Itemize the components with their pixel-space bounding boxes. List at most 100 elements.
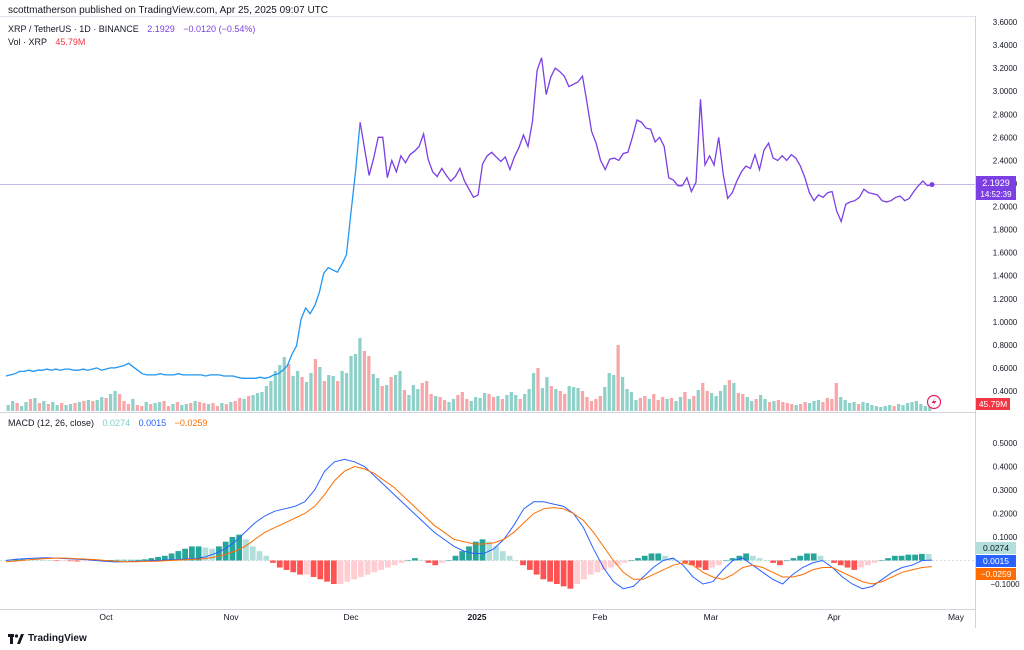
symbol-title: XRP / TetherUS · 1D · BINANCE <box>8 24 139 34</box>
macd-hist-bar <box>114 559 121 561</box>
volume-bar <box>100 397 104 411</box>
volume-bar <box>389 377 393 411</box>
macd-hist-bar <box>878 560 885 562</box>
volume-bar <box>896 404 901 411</box>
macd-hist-bar <box>385 560 391 568</box>
volume-bars <box>6 338 932 411</box>
macd-hist-bar <box>155 556 161 561</box>
macd-hist-bar <box>479 539 486 561</box>
volume-bar <box>812 401 816 411</box>
volume-bar <box>687 399 691 411</box>
macd-hist-bar <box>567 560 574 589</box>
macd-hist-bar <box>330 560 337 584</box>
macd-hist-bar <box>628 560 635 562</box>
macd-hist-bar <box>581 560 587 580</box>
macd-hist-bar <box>695 560 702 568</box>
volume-bar <box>60 403 64 411</box>
volume-bar <box>465 399 469 411</box>
volume-bar <box>73 403 77 411</box>
volume-bar <box>478 398 482 411</box>
volume-bar <box>104 398 108 411</box>
volume-bar <box>799 404 803 411</box>
volume-bar <box>638 398 643 411</box>
price-tick-label: 3.6000 <box>993 18 1018 27</box>
volume-bar <box>718 391 723 411</box>
macd-hist-bar <box>810 553 817 561</box>
volume-bar <box>763 399 767 411</box>
macd-hist-bar <box>871 560 878 563</box>
volume-bar <box>202 403 206 411</box>
volume-bar <box>678 397 683 411</box>
volume-bar <box>220 403 224 411</box>
flash-icon[interactable] <box>926 394 942 410</box>
volume-bar <box>206 404 211 411</box>
volume-bar <box>612 375 616 411</box>
volume-bar <box>883 406 887 411</box>
macd-hist-bar <box>668 558 675 561</box>
volume-bar <box>224 404 228 411</box>
price-axis[interactable]: 3.6000 3.4000 3.2000 3.0000 2.8000 2.6000 2.40… <box>993 18 1018 396</box>
volume-bar <box>669 398 674 411</box>
macd-hist-bar <box>236 534 243 561</box>
macd-hist-bar <box>175 551 182 561</box>
volume-bar <box>233 401 237 411</box>
macd-hist-bar <box>398 560 405 563</box>
volume-bar <box>344 373 349 411</box>
tradingview-brand[interactable]: TradingView <box>8 633 87 644</box>
time-axis[interactable]: Oct Nov Dec 2025 Feb Mar Apr May <box>99 612 964 622</box>
macd-axis[interactable]: 0.5000 0.4000 0.3000 0.2000 0.1000 −0.1000 <box>990 439 1020 589</box>
macd-hist-bar <box>689 560 695 566</box>
time-tick-label: Nov <box>223 612 239 622</box>
macd-badge-hist: 0.0274 <box>983 543 1009 553</box>
volume-bar <box>656 400 660 411</box>
macd-hist-bar <box>459 551 466 561</box>
volume-legend[interactable]: Vol · XRP 45.79M <box>8 37 85 47</box>
volume-bar <box>523 394 527 411</box>
volume-bar <box>643 396 647 411</box>
price-tick-label: 0.4000 <box>993 387 1018 396</box>
macd-hist-bar <box>783 560 790 562</box>
time-tick-label: 2025 <box>468 612 487 622</box>
volume-bar <box>238 398 242 411</box>
price-tick-label: 1.0000 <box>993 318 1018 327</box>
price-badge: 2.1929 14:52:39 <box>976 176 1016 200</box>
macd-tick-label: 0.1000 <box>993 533 1018 542</box>
volume-bar <box>469 401 473 411</box>
macd-legend[interactable]: MACD (12, 26, close) 0.0274 0.0015 −0.02… <box>8 418 207 428</box>
volume-bar <box>741 394 745 411</box>
volume-bar <box>309 373 313 411</box>
macd-hist-bar <box>324 560 330 582</box>
volume-bar <box>928 407 932 411</box>
volume-bar <box>64 405 68 411</box>
time-tick-label: Feb <box>593 612 608 622</box>
volume-bar <box>198 402 202 411</box>
volume-bar <box>255 393 260 411</box>
volume-bar <box>416 389 420 411</box>
macd-hist-bar <box>445 560 452 562</box>
macd-hist-bar <box>378 560 385 570</box>
volume-bar <box>135 405 139 411</box>
volume-bar <box>429 394 433 411</box>
volume-bar <box>732 383 736 411</box>
macd-hist-bar <box>148 558 155 561</box>
volume-bar <box>269 381 273 411</box>
macd-hist-bar <box>635 558 641 561</box>
macd-hist-bar <box>121 559 128 561</box>
price-tick-label: 2.4000 <box>993 156 1018 165</box>
macd-hist-bar <box>344 560 351 582</box>
volume-bar <box>767 402 772 411</box>
price-series <box>5 57 933 379</box>
volume-bar <box>407 395 411 411</box>
macd-hist-bar <box>357 560 364 577</box>
macd-hist-bar <box>141 559 148 561</box>
volume-bar <box>683 392 687 411</box>
macd-hist-bar <box>229 537 236 561</box>
volume-bar <box>175 402 180 411</box>
volume-bar <box>180 405 184 411</box>
volume-bar <box>558 391 562 411</box>
volume-bar <box>701 383 705 411</box>
symbol-legend[interactable]: XRP / TetherUS · 1D · BINANCE 2.1929 −0.… <box>8 24 255 34</box>
price-badge-value: 2.1929 <box>982 178 1010 188</box>
volume-bar <box>327 375 331 411</box>
